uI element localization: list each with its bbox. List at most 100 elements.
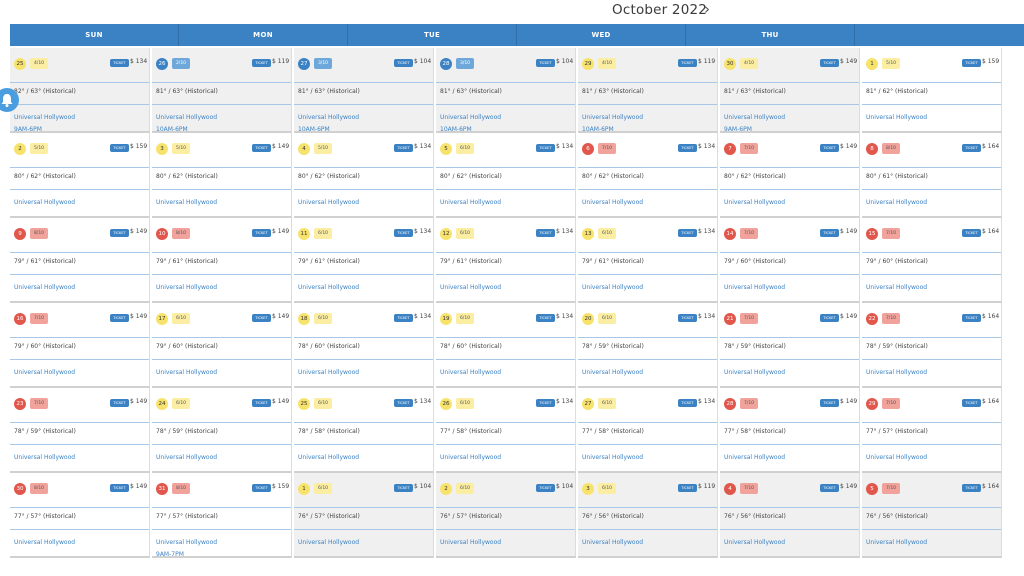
ticket-icon[interactable]: TICKET — [110, 59, 129, 67]
ticket-icon[interactable]: TICKET — [252, 314, 271, 322]
park-link[interactable]: Universal Hollywood — [724, 539, 786, 546]
ticket-icon[interactable]: TICKET — [110, 229, 129, 237]
ticket-icon[interactable]: TICKET — [394, 59, 413, 67]
ticket-icon[interactable]: TICKET — [678, 144, 697, 152]
park-link[interactable]: Universal Hollywood — [866, 539, 928, 546]
ticket-icon[interactable]: TICKET — [252, 399, 271, 407]
ticket-icon[interactable]: TICKET — [536, 399, 555, 407]
park-link[interactable]: Universal Hollywood — [14, 114, 76, 121]
day-cell[interactable]: 25 4/10 TICKET $ 134 82° / 63° (Historical) U… — [10, 48, 150, 133]
park-link[interactable]: Universal Hollywood — [156, 114, 218, 121]
park-link[interactable]: Universal Hollywood — [582, 539, 644, 546]
ticket-icon[interactable]: TICKET — [110, 399, 129, 407]
day-cell[interactable]: 26 2/10 TICKET $ 119 81° / 63° (Historical) U… — [152, 48, 292, 133]
ticket-icon[interactable]: TICKET — [394, 229, 413, 237]
day-cell[interactable]: 5 6/10 TICKET $ 134 80° / 62° (Historical) Un… — [436, 133, 576, 218]
park-link[interactable]: Universal Hollywood — [582, 369, 644, 376]
park-link[interactable]: Universal Hollywood — [582, 199, 644, 206]
ticket-icon[interactable]: TICKET — [820, 399, 839, 407]
park-link[interactable]: Universal Hollywood — [724, 284, 786, 291]
day-cell[interactable]: 1 5/10 TICKET $ 159 81° / 62° (Historical) Un… — [862, 48, 1002, 133]
day-cell[interactable]: 28 7/10 TICKET $ 149 77° / 58° (Historical) U… — [720, 388, 860, 473]
park-link[interactable]: Universal Hollywood — [156, 454, 218, 461]
ticket-icon[interactable]: TICKET — [962, 484, 981, 492]
day-cell[interactable]: 11 6/10 TICKET $ 134 79° / 61° (Historical) U… — [294, 218, 434, 303]
day-cell[interactable]: 22 7/10 TICKET $ 164 78° / 59° (Historical) U… — [862, 303, 1002, 388]
ticket-icon[interactable]: TICKET — [252, 144, 271, 152]
park-link[interactable]: Universal Hollywood — [866, 114, 928, 121]
park-link[interactable]: Universal Hollywood — [440, 284, 502, 291]
ticket-icon[interactable]: TICKET — [536, 484, 555, 492]
park-link[interactable]: Universal Hollywood — [440, 114, 502, 121]
day-cell[interactable]: 24 6/10 TICKET $ 149 78° / 59° (Historical) U… — [152, 388, 292, 473]
park-link[interactable]: Universal Hollywood — [582, 284, 644, 291]
ticket-icon[interactable]: TICKET — [962, 144, 981, 152]
park-link[interactable]: Universal Hollywood — [582, 454, 644, 461]
ticket-icon[interactable]: TICKET — [252, 229, 271, 237]
day-cell[interactable]: 4 5/10 TICKET $ 134 80° / 62° (Historical) Un… — [294, 133, 434, 218]
day-cell[interactable]: 25 6/10 TICKET $ 134 78° / 58° (Historical) U… — [294, 388, 434, 473]
park-link[interactable]: Universal Hollywood — [440, 199, 502, 206]
ticket-icon[interactable]: TICKET — [394, 399, 413, 407]
park-link[interactable]: Universal Hollywood — [724, 114, 786, 121]
day-cell[interactable]: 15 7/10 TICKET $ 164 79° / 60° (Historical) U… — [862, 218, 1002, 303]
day-cell[interactable]: 7 7/10 TICKET $ 149 80° / 62° (Historical) Un… — [720, 133, 860, 218]
park-link[interactable]: Universal Hollywood — [866, 454, 928, 461]
day-cell[interactable]: 13 6/10 TICKET $ 134 79° / 61° (Historical) U… — [578, 218, 718, 303]
day-cell[interactable]: 30 4/10 TICKET $ 149 81° / 63° (Historical) U… — [720, 48, 860, 133]
park-link[interactable]: Universal Hollywood — [156, 369, 218, 376]
ticket-icon[interactable]: TICKET — [678, 484, 697, 492]
park-link[interactable]: Universal Hollywood — [14, 539, 76, 546]
day-cell[interactable]: 3 6/10 TICKET $ 119 76° / 56° (Historical) Un… — [578, 473, 718, 558]
ticket-icon[interactable]: TICKET — [536, 59, 555, 67]
day-cell[interactable]: 17 6/10 TICKET $ 149 79° / 60° (Historical) U… — [152, 303, 292, 388]
park-link[interactable]: Universal Hollywood — [14, 369, 76, 376]
park-link[interactable]: Universal Hollywood — [724, 454, 786, 461]
park-link[interactable]: Universal Hollywood — [156, 284, 218, 291]
ticket-icon[interactable]: TICKET — [536, 314, 555, 322]
ticket-icon[interactable]: TICKET — [678, 59, 697, 67]
notification-button[interactable] — [0, 88, 19, 112]
park-link[interactable]: Universal Hollywood — [14, 199, 76, 206]
park-link[interactable]: Universal Hollywood — [724, 199, 786, 206]
park-link[interactable]: Universal Hollywood — [298, 199, 360, 206]
day-cell[interactable]: 9 8/10 TICKET $ 149 79° / 61° (Historical) Un… — [10, 218, 150, 303]
ticket-icon[interactable]: TICKET — [110, 144, 129, 152]
day-cell[interactable]: 2 5/10 TICKET $ 159 80° / 62° (Historical) Un… — [10, 133, 150, 218]
day-cell[interactable]: 1 6/10 TICKET $ 104 76° / 57° (Historical) Un… — [294, 473, 434, 558]
ticket-icon[interactable]: TICKET — [962, 59, 981, 67]
park-link[interactable]: Universal Hollywood — [156, 539, 218, 546]
ticket-icon[interactable]: TICKET — [252, 59, 271, 67]
day-cell[interactable]: 26 6/10 TICKET $ 134 77° / 58° (Historical) U… — [436, 388, 576, 473]
day-cell[interactable]: 19 6/10 TICKET $ 134 78° / 60° (Historical) U… — [436, 303, 576, 388]
park-link[interactable]: Universal Hollywood — [440, 454, 502, 461]
ticket-icon[interactable]: TICKET — [536, 144, 555, 152]
day-cell[interactable]: 28 3/10 TICKET $ 104 81° / 63° (Historical) U… — [436, 48, 576, 133]
ticket-icon[interactable]: TICKET — [962, 314, 981, 322]
day-cell[interactable]: 5 7/10 TICKET $ 164 76° / 56° (Historical) Un… — [862, 473, 1002, 558]
ticket-icon[interactable]: TICKET — [110, 314, 129, 322]
day-cell[interactable]: 23 7/10 TICKET $ 149 78° / 59° (Historical) U… — [10, 388, 150, 473]
day-cell[interactable]: 4 7/10 TICKET $ 149 76° / 56° (Historical) Un… — [720, 473, 860, 558]
park-link[interactable]: Universal Hollywood — [298, 369, 360, 376]
ticket-icon[interactable]: TICKET — [820, 314, 839, 322]
park-link[interactable]: Universal Hollywood — [14, 454, 76, 461]
park-link[interactable]: Universal Hollywood — [298, 114, 360, 121]
ticket-icon[interactable]: TICKET — [678, 229, 697, 237]
ticket-icon[interactable]: TICKET — [536, 229, 555, 237]
ticket-icon[interactable]: TICKET — [962, 399, 981, 407]
ticket-icon[interactable]: TICKET — [820, 59, 839, 67]
day-cell[interactable]: 16 7/10 TICKET $ 149 79° / 60° (Historical) U… — [10, 303, 150, 388]
ticket-icon[interactable]: TICKET — [394, 144, 413, 152]
day-cell[interactable]: 8 8/10 TICKET $ 164 80° / 61° (Historical) Un… — [862, 133, 1002, 218]
park-link[interactable]: Universal Hollywood — [440, 369, 502, 376]
ticket-icon[interactable]: TICKET — [820, 229, 839, 237]
ticket-icon[interactable]: TICKET — [394, 484, 413, 492]
day-cell[interactable]: 29 7/10 TICKET $ 164 77° / 57° (Historical) U… — [862, 388, 1002, 473]
park-link[interactable]: Universal Hollywood — [866, 284, 928, 291]
park-link[interactable]: Universal Hollywood — [866, 199, 928, 206]
ticket-icon[interactable]: TICKET — [110, 484, 129, 492]
ticket-icon[interactable]: TICKET — [252, 484, 271, 492]
day-cell[interactable]: 18 6/10 TICKET $ 134 78° / 60° (Historical) U… — [294, 303, 434, 388]
chevron-right-icon[interactable]: › — [704, 0, 710, 18]
